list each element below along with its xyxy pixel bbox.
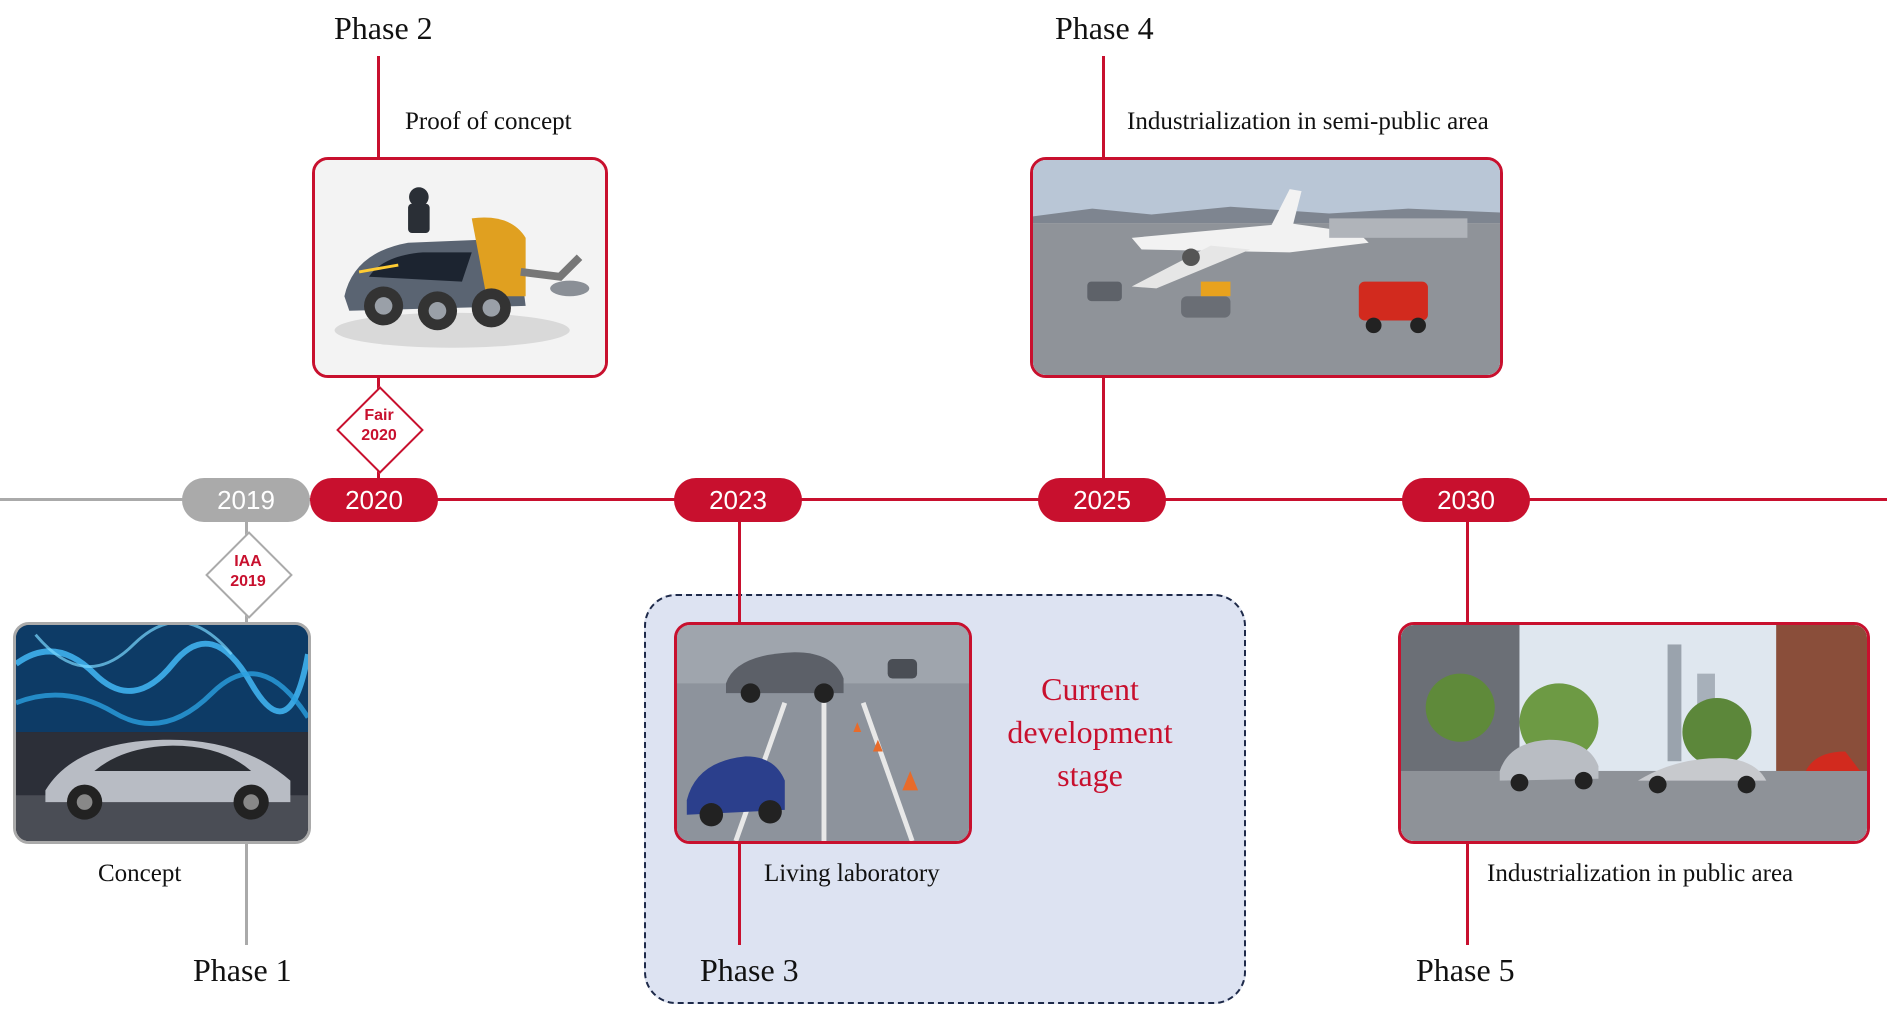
phase-4-label: Phase 4	[1055, 10, 1154, 46]
event-line2: 2020	[361, 427, 397, 444]
year-pill-2023: 2023	[674, 478, 802, 522]
event-label-fair: Fair 2020	[334, 406, 424, 446]
phase-1-image	[13, 622, 311, 844]
phase-3-label: Phase 3	[700, 952, 799, 988]
phase-5-label: Phase 5	[1416, 952, 1515, 988]
year-pill-2020: 2020	[310, 478, 438, 522]
phase-2-caption: Proof of concept	[405, 108, 572, 135]
current-stage-text: Current development stage	[980, 668, 1200, 797]
event-line1: Fair	[364, 407, 394, 424]
phase-4-image	[1030, 157, 1503, 378]
current-stage-line: development	[1007, 714, 1173, 750]
phase-1-caption: Concept	[98, 860, 182, 887]
phase-5-caption: Industrialization in public area	[1487, 860, 1794, 887]
year-pill-2019: 2019	[182, 478, 310, 522]
phase-2-image	[312, 157, 608, 378]
event-label-iaa: IAA 2019	[203, 552, 293, 592]
phase-3-caption: Living laboratory	[764, 860, 940, 887]
year-pill-2025: 2025	[1038, 478, 1166, 522]
phase-2-label: Phase 2	[334, 10, 433, 46]
timeline-axis-past	[0, 498, 190, 501]
event-line1: IAA	[234, 553, 262, 570]
event-line2: 2019	[230, 573, 266, 590]
phase-5-image	[1398, 622, 1870, 844]
year-pill-2030: 2030	[1402, 478, 1530, 522]
phase-1-label: Phase 1	[193, 952, 292, 988]
current-stage-line: Current	[1041, 671, 1139, 707]
phase-3-image	[674, 622, 972, 844]
phase-4-caption: Industrialization in semi-public area	[1127, 108, 1489, 135]
current-stage-line: stage	[1057, 757, 1123, 793]
